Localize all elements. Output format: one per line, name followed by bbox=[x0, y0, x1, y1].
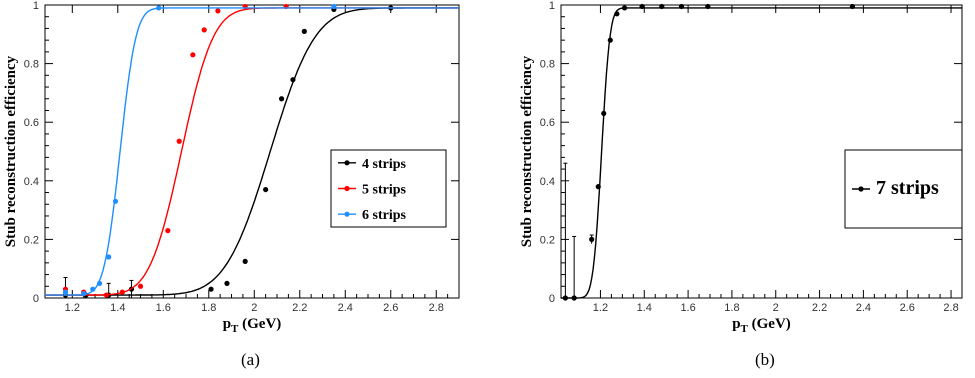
data-point bbox=[215, 8, 221, 14]
data-point bbox=[119, 289, 125, 295]
y-tick-label: 1 bbox=[549, 0, 555, 12]
y-tick-label: 0.4 bbox=[24, 176, 39, 188]
x-tick-label: 1.8 bbox=[201, 302, 216, 314]
data-point bbox=[242, 258, 248, 264]
y-tick-label: 0.4 bbox=[540, 176, 555, 188]
x-tick-label: 2.4 bbox=[856, 302, 871, 314]
x-tick-label: 1.8 bbox=[724, 302, 739, 314]
x-tick-label: 1.6 bbox=[680, 302, 695, 314]
data-point bbox=[156, 5, 162, 11]
legend-marker bbox=[344, 211, 350, 217]
x-axis-label: pT (GeV) bbox=[732, 316, 791, 335]
y-axis-label: Stub reconstruction efficiency bbox=[519, 55, 535, 247]
x-tick-label: 2.4 bbox=[338, 302, 353, 314]
data-point bbox=[201, 27, 207, 33]
y-tick-label: 0.6 bbox=[540, 117, 555, 129]
data-point bbox=[106, 254, 112, 260]
x-tick-label: 1.6 bbox=[156, 302, 171, 314]
x-tick-label: 2 bbox=[251, 302, 257, 314]
legend-label: 7 strips bbox=[876, 177, 939, 199]
data-point bbox=[176, 138, 182, 144]
legend-marker bbox=[344, 160, 350, 166]
data-point bbox=[562, 295, 568, 301]
y-tick-label: 0 bbox=[33, 293, 39, 305]
data-point bbox=[103, 292, 110, 298]
x-tick-label: 2.2 bbox=[812, 302, 827, 314]
data-point bbox=[614, 11, 620, 17]
data-point bbox=[621, 5, 628, 11]
data-point bbox=[278, 96, 285, 102]
fit-curve-6-strips bbox=[45, 7, 459, 296]
legend-marker bbox=[344, 185, 350, 192]
x-tick-label: 1.4 bbox=[110, 302, 125, 314]
data-point bbox=[208, 286, 214, 292]
data-point bbox=[331, 3, 337, 10]
legend-label: 6 strips bbox=[362, 208, 407, 223]
data-point bbox=[849, 3, 856, 10]
data-point bbox=[81, 291, 87, 297]
data-point bbox=[224, 280, 230, 286]
y-tick-label: 0.2 bbox=[540, 234, 555, 246]
data-point bbox=[607, 37, 613, 43]
x-tick-label: 1.4 bbox=[637, 302, 652, 314]
panel-a: 1.2 1.4 1.6 1.8 2 2.2 2.4 2.6 2.8 0 0.2 0.4 0.6 0.8 1 p… bbox=[3, 0, 460, 335]
data-point bbox=[96, 280, 103, 286]
x-tick-label: 1.2 bbox=[65, 302, 80, 314]
x-tick-label: 2.2 bbox=[292, 302, 307, 314]
data-point bbox=[112, 198, 119, 204]
data-point bbox=[137, 283, 144, 289]
data-point bbox=[90, 286, 96, 292]
data-point bbox=[705, 3, 711, 10]
x-tick-label: 1.2 bbox=[593, 302, 608, 314]
y-tick-label: 0.2 bbox=[24, 234, 39, 246]
data-point bbox=[589, 236, 595, 242]
data-point bbox=[639, 3, 645, 10]
y-tick-label: 0.6 bbox=[24, 117, 39, 129]
data-point bbox=[571, 295, 577, 301]
x-tick-label: 2.6 bbox=[383, 302, 398, 314]
data-point bbox=[678, 3, 685, 10]
y-tick-label: 0.8 bbox=[540, 59, 555, 71]
legend-marker bbox=[858, 186, 864, 192]
data-point bbox=[190, 52, 196, 58]
caption-b: (b) bbox=[755, 350, 775, 369]
legend-label: 4 strips bbox=[362, 157, 407, 172]
data-point bbox=[301, 28, 307, 34]
data-point bbox=[62, 289, 69, 295]
x-axis-label: pT (GeV) bbox=[223, 316, 282, 335]
caption-a: (a) bbox=[241, 350, 260, 369]
data-point bbox=[165, 228, 171, 234]
panel-b: 1.2 1.4 1.6 1.8 2 2.2 2.4 2.6 2.8 0 0.2 0.4 0.6 0.8 1 p… bbox=[519, 0, 963, 335]
data-point bbox=[601, 110, 607, 117]
x-tick-label: 2.8 bbox=[943, 302, 958, 314]
data-point bbox=[595, 184, 601, 190]
fit-curve-7-strips bbox=[561, 7, 962, 299]
x-tick-label: 2 bbox=[773, 302, 779, 314]
y-tick-label: 0.8 bbox=[24, 59, 39, 71]
y-tick-label: 0 bbox=[549, 293, 555, 305]
y-axis-label: Stub reconstruction efficiency bbox=[3, 55, 19, 247]
x-tick-label: 2.8 bbox=[429, 302, 444, 314]
legend-label: 5 strips bbox=[362, 183, 407, 198]
data-point bbox=[659, 3, 665, 10]
y-tick-label: 1 bbox=[33, 0, 39, 12]
plot-frame bbox=[44, 4, 460, 299]
data-point bbox=[263, 186, 269, 193]
data-point bbox=[290, 77, 296, 83]
x-tick-label: 2.6 bbox=[900, 302, 915, 314]
